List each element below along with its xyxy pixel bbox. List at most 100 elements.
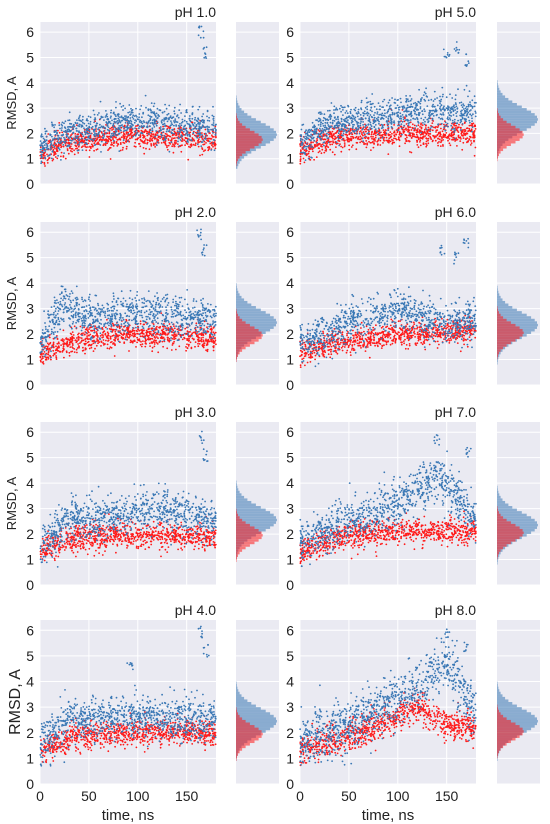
data-point bbox=[60, 151, 63, 154]
data-point bbox=[422, 136, 425, 138]
data-point bbox=[189, 131, 192, 134]
data-point bbox=[39, 145, 42, 147]
data-point bbox=[181, 120, 184, 123]
data-point bbox=[127, 123, 130, 125]
data-point bbox=[202, 150, 205, 153]
data-point bbox=[319, 133, 322, 136]
data-point bbox=[68, 354, 71, 357]
data-point bbox=[146, 132, 148, 135]
data-point bbox=[195, 322, 198, 325]
data-point bbox=[119, 121, 122, 124]
data-point bbox=[473, 125, 476, 128]
data-point bbox=[95, 133, 97, 136]
data-point bbox=[436, 104, 439, 107]
data-point bbox=[184, 315, 187, 318]
data-point bbox=[206, 115, 208, 118]
data-point bbox=[466, 127, 469, 129]
data-point bbox=[433, 137, 436, 139]
data-point bbox=[358, 132, 361, 135]
data-point bbox=[110, 109, 113, 112]
data-point bbox=[132, 135, 135, 138]
data-point bbox=[207, 130, 209, 133]
data-point bbox=[355, 132, 358, 135]
data-point bbox=[322, 130, 325, 133]
data-point bbox=[60, 297, 62, 300]
data-point bbox=[398, 131, 401, 133]
data-point bbox=[371, 110, 373, 113]
data-point bbox=[153, 343, 156, 345]
data-point bbox=[120, 337, 123, 339]
data-point bbox=[81, 135, 83, 138]
data-point bbox=[362, 118, 364, 121]
data-point bbox=[176, 115, 178, 118]
data-point bbox=[161, 319, 164, 322]
data-point bbox=[96, 114, 99, 116]
data-point bbox=[192, 300, 195, 302]
data-point bbox=[134, 127, 137, 129]
data-point bbox=[377, 127, 380, 130]
data-point bbox=[53, 296, 56, 299]
data-point bbox=[318, 117, 320, 120]
hist-bar-blue bbox=[497, 105, 522, 109]
data-point bbox=[116, 338, 119, 341]
data-point bbox=[158, 135, 161, 138]
data-point bbox=[185, 109, 188, 112]
data-point bbox=[173, 112, 176, 115]
data-point bbox=[84, 348, 87, 351]
data-point bbox=[311, 146, 314, 149]
data-point bbox=[106, 124, 109, 127]
data-point bbox=[166, 347, 169, 350]
data-point bbox=[120, 124, 122, 127]
data-point bbox=[390, 119, 392, 122]
data-point bbox=[393, 120, 395, 122]
data-point bbox=[458, 136, 461, 139]
data-point bbox=[50, 157, 53, 160]
data-point bbox=[97, 133, 100, 136]
hist-bar-blue bbox=[236, 110, 245, 114]
data-point bbox=[56, 157, 59, 160]
data-point bbox=[170, 131, 173, 134]
data-point bbox=[461, 116, 464, 119]
data-point bbox=[370, 127, 373, 130]
y-tick-label: 4 bbox=[26, 75, 34, 91]
data-point bbox=[63, 339, 65, 341]
data-point bbox=[311, 134, 313, 137]
data-point bbox=[85, 317, 87, 320]
data-point bbox=[385, 116, 388, 118]
data-point bbox=[165, 107, 168, 110]
hist-bar-blue bbox=[236, 120, 261, 124]
data-point bbox=[171, 342, 174, 345]
outlier-point bbox=[443, 55, 446, 58]
data-point bbox=[441, 86, 444, 89]
data-point bbox=[63, 356, 65, 359]
data-point bbox=[431, 126, 433, 128]
data-point bbox=[114, 127, 117, 129]
data-point bbox=[401, 127, 403, 130]
data-point bbox=[196, 120, 199, 123]
data-point bbox=[152, 105, 155, 108]
data-point bbox=[381, 125, 384, 128]
data-point bbox=[99, 144, 102, 146]
data-point bbox=[342, 130, 345, 133]
data-point bbox=[164, 103, 167, 106]
data-point bbox=[212, 117, 215, 120]
data-point bbox=[323, 144, 325, 147]
data-point bbox=[412, 117, 415, 120]
data-point bbox=[124, 300, 127, 302]
data-point bbox=[123, 142, 126, 145]
data-point bbox=[177, 303, 180, 306]
data-point bbox=[203, 342, 206, 345]
data-point bbox=[309, 135, 311, 138]
data-point bbox=[90, 346, 93, 349]
data-point bbox=[105, 139, 108, 142]
hist-bar-blue bbox=[497, 118, 538, 121]
data-point bbox=[420, 122, 422, 125]
data-point bbox=[330, 102, 333, 104]
data-point bbox=[204, 138, 207, 140]
data-point bbox=[159, 126, 162, 128]
data-point bbox=[399, 120, 401, 123]
hist-bar-blue bbox=[236, 113, 248, 116]
data-point bbox=[145, 339, 148, 342]
data-point bbox=[149, 115, 151, 118]
data-point bbox=[418, 130, 421, 133]
